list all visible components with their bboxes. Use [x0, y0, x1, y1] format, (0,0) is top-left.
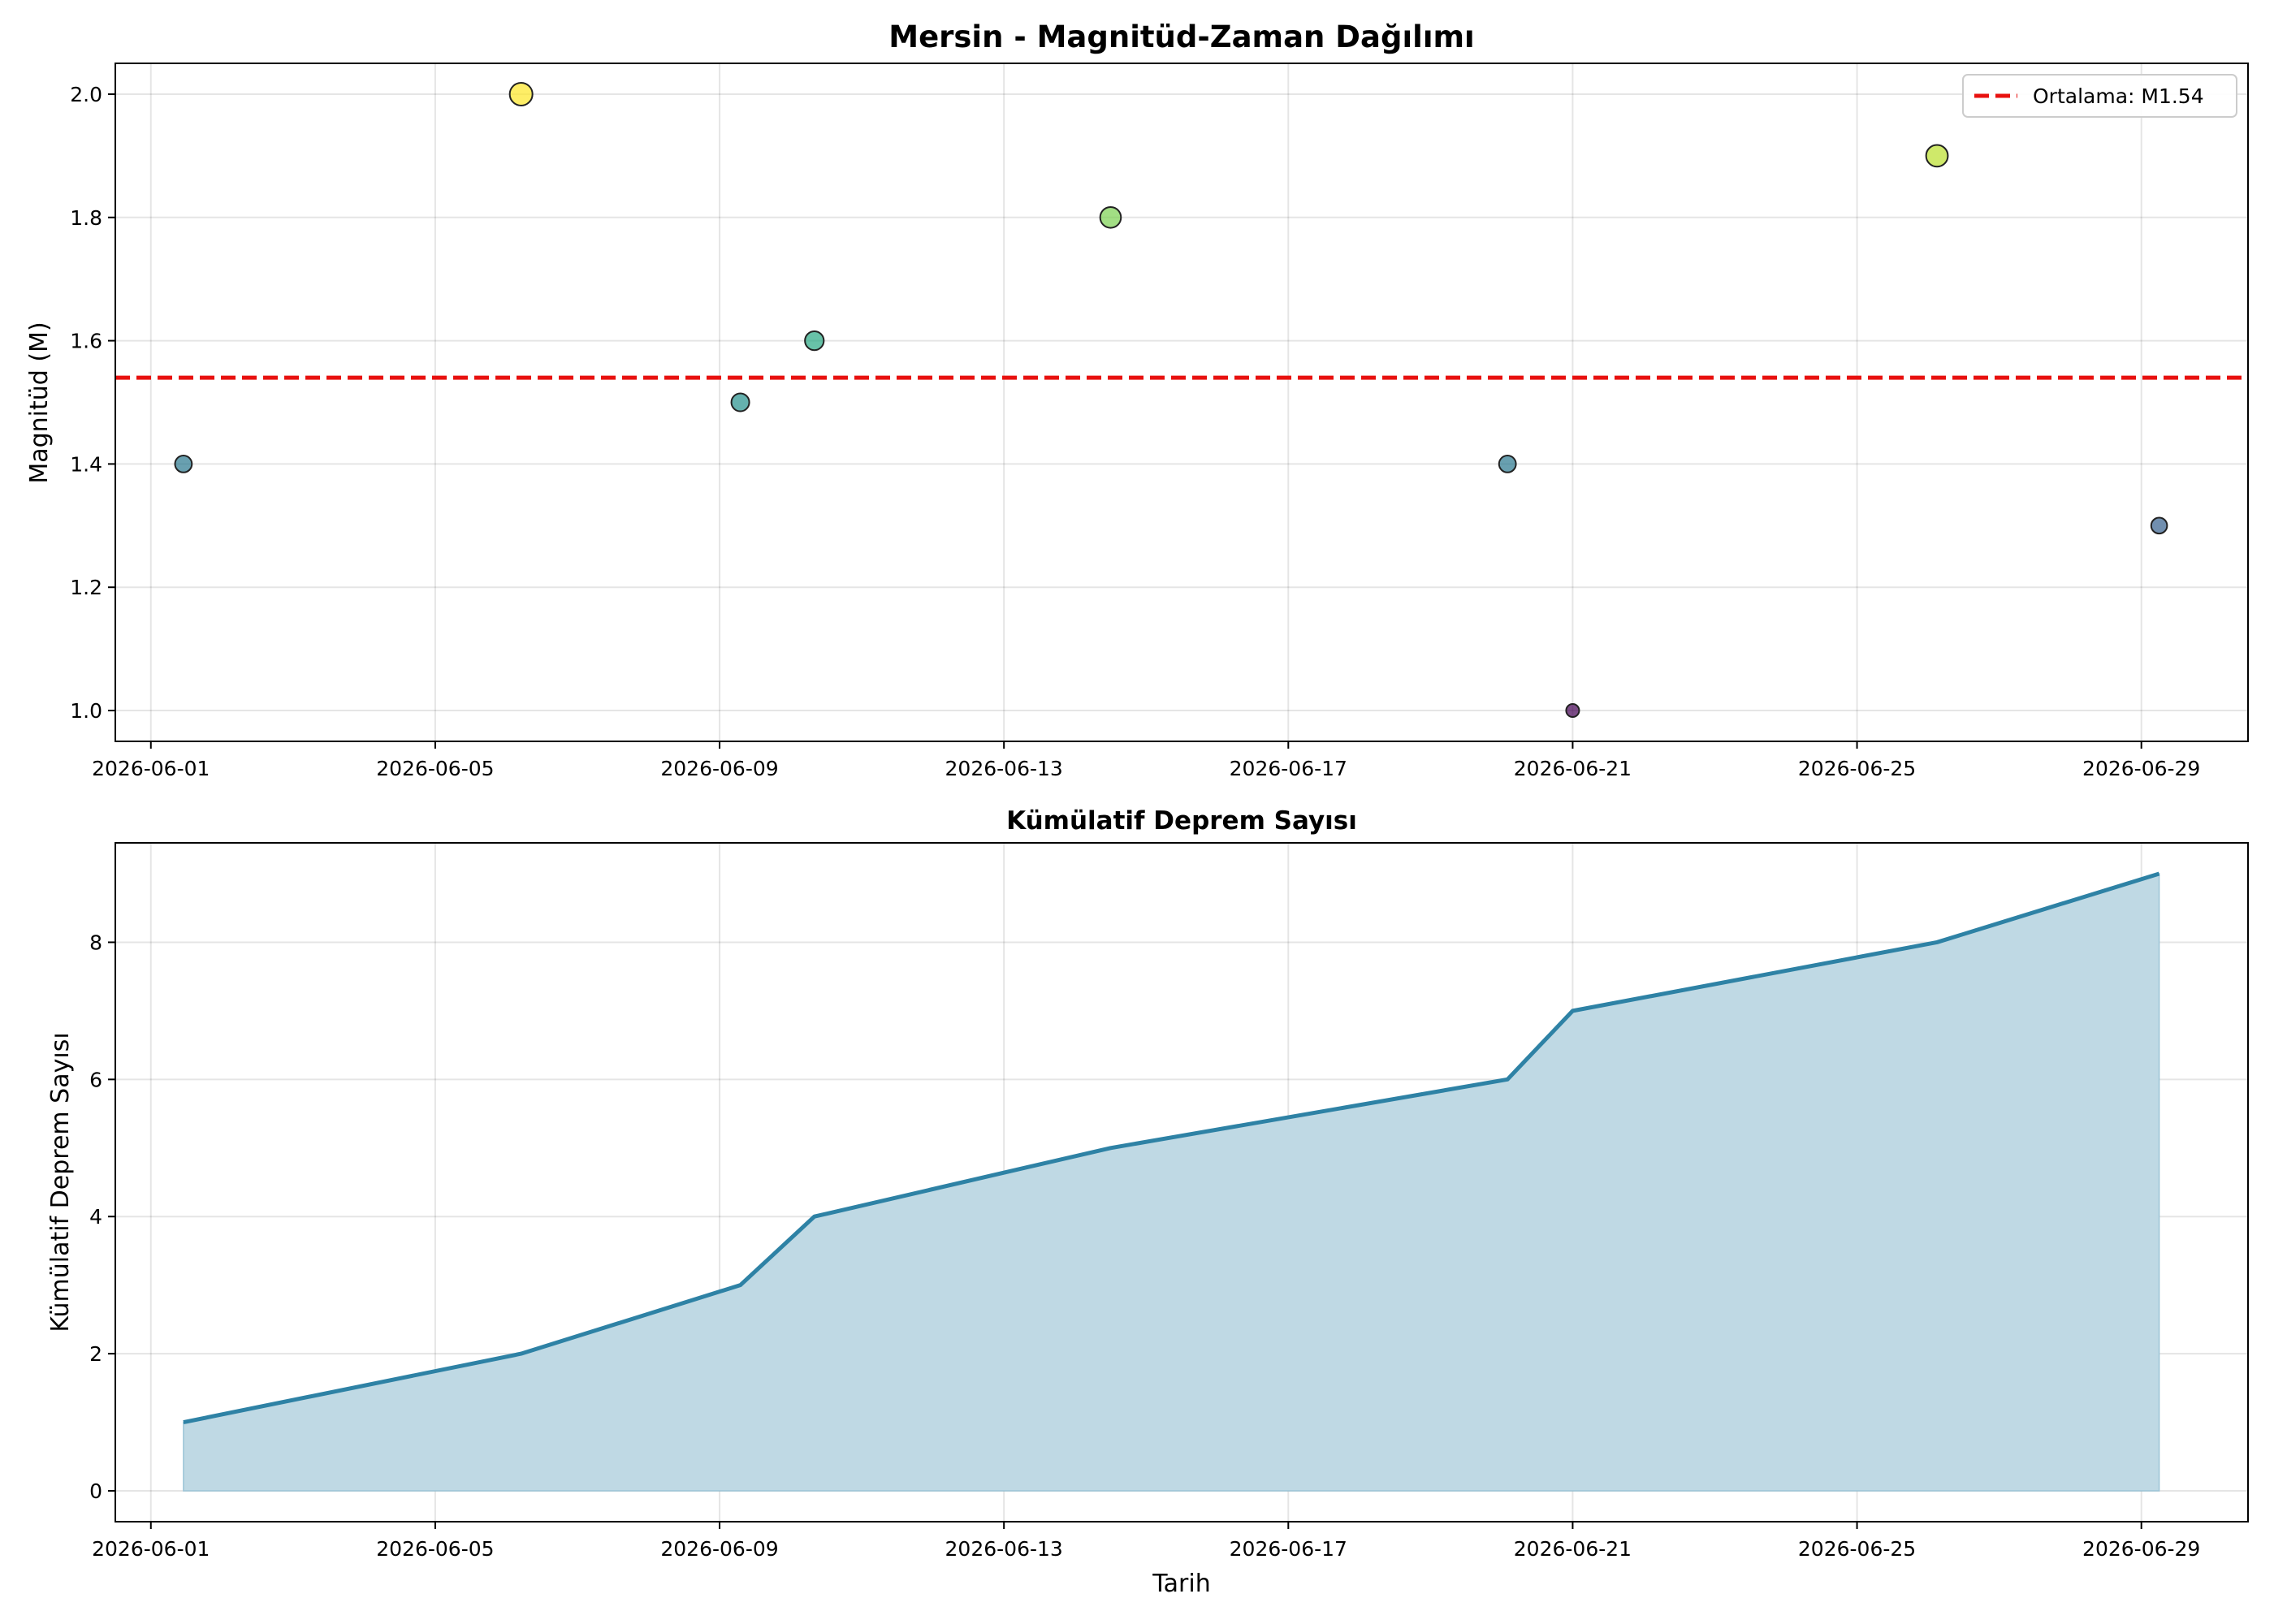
- x-tick-label: 2026-06-05: [376, 757, 494, 780]
- x-ticks-cumulative: 2026-06-01 2026-06-05 2026-06-09 2026-06-13…: [92, 1522, 2200, 1561]
- scatter-point: [1565, 703, 1580, 719]
- cumulative-area-group: [183, 871, 2160, 1492]
- x-tick-label: 2026-06-25: [1798, 757, 1916, 780]
- y-axis-label-magnitude: Magnitüd (M): [25, 322, 54, 483]
- scatter-point: [1099, 205, 1122, 229]
- x-tick-label: 2026-06-13: [945, 757, 1063, 780]
- x-tick-label: 2026-06-05: [376, 1537, 494, 1561]
- y-tick-label: 0: [89, 1479, 102, 1503]
- y-tick-label: 6: [89, 1068, 102, 1091]
- x-axis-label-cumulative: Tarih: [1152, 1570, 1210, 1598]
- y-tick-label: 1.0: [70, 699, 102, 723]
- y-tick-label: 2: [89, 1342, 102, 1366]
- y-axis-label-cumulative: Kümülatif Deprem Sayısı: [46, 1032, 75, 1332]
- cumulative-area: [183, 872, 2160, 1492]
- chart-title-magnitude: Mersin - Magnitüd-Zaman Dağılımı: [888, 19, 1474, 54]
- scatter-point: [730, 392, 750, 412]
- x-ticks-magnitude: 2026-06-01 2026-06-05 2026-06-09 2026-06-13…: [92, 741, 2200, 780]
- legend-box: [1962, 74, 2237, 118]
- y-ticks-magnitude: 1.0 1.2 1.4 1.6 1.8 2.0: [70, 83, 115, 723]
- y-tick-label: 1.8: [70, 206, 102, 230]
- plot-frame-cumulative: [115, 842, 2249, 1522]
- x-tick-label: 2026-06-21: [1514, 1537, 1632, 1561]
- y-tick-label: 1.2: [70, 576, 102, 599]
- legend: Ortalama: M1.54: [1962, 74, 2237, 118]
- scatter-point: [508, 81, 534, 106]
- chart-title-cumulative: Kümülatif Deprem Sayısı: [1006, 806, 1357, 836]
- x-tick-label: 2026-06-25: [1798, 1537, 1916, 1561]
- scatter-point: [1925, 144, 1949, 168]
- x-tick-label: 2026-06-13: [945, 1537, 1063, 1561]
- scatter-point: [2150, 516, 2168, 535]
- grid-magnitude: [115, 63, 2248, 741]
- x-tick-label: 2026-06-01: [92, 1537, 210, 1561]
- x-tick-label: 2026-06-09: [660, 757, 778, 780]
- x-tick-label: 2026-06-17: [1230, 757, 1347, 780]
- x-tick-label: 2026-06-09: [660, 1537, 778, 1561]
- magnitude-time-chart: Mersin - Magnitüd-Zaman Dağılımı 2026-06…: [25, 19, 2249, 780]
- scatter-point: [174, 455, 193, 473]
- legend-entry-mean: Ortalama: M1.54: [2033, 84, 2204, 108]
- y-tick-label: 1.4: [70, 452, 102, 476]
- cumulative-line: [183, 871, 2160, 1425]
- y-ticks-cumulative: 0 2 4 6 8: [89, 931, 115, 1503]
- x-tick-label: 2026-06-29: [2082, 757, 2200, 780]
- x-tick-label: 2026-06-21: [1514, 757, 1632, 780]
- y-tick-label: 8: [89, 931, 102, 954]
- scatter-points: [174, 81, 2168, 719]
- y-tick-label: 4: [89, 1205, 102, 1229]
- scatter-point: [804, 330, 825, 352]
- x-tick-label: 2026-06-29: [2082, 1537, 2200, 1561]
- y-tick-label: 2.0: [70, 83, 102, 106]
- x-tick-label: 2026-06-01: [92, 757, 210, 780]
- cumulative-count-chart: Kümülatif Deprem Sayısı 2026-06-01 2026-0…: [46, 806, 2249, 1598]
- y-tick-label: 1.6: [70, 330, 102, 353]
- scatter-point: [1498, 455, 1517, 473]
- plot-frame-magnitude: [115, 63, 2249, 742]
- x-tick-label: 2026-06-17: [1230, 1537, 1347, 1561]
